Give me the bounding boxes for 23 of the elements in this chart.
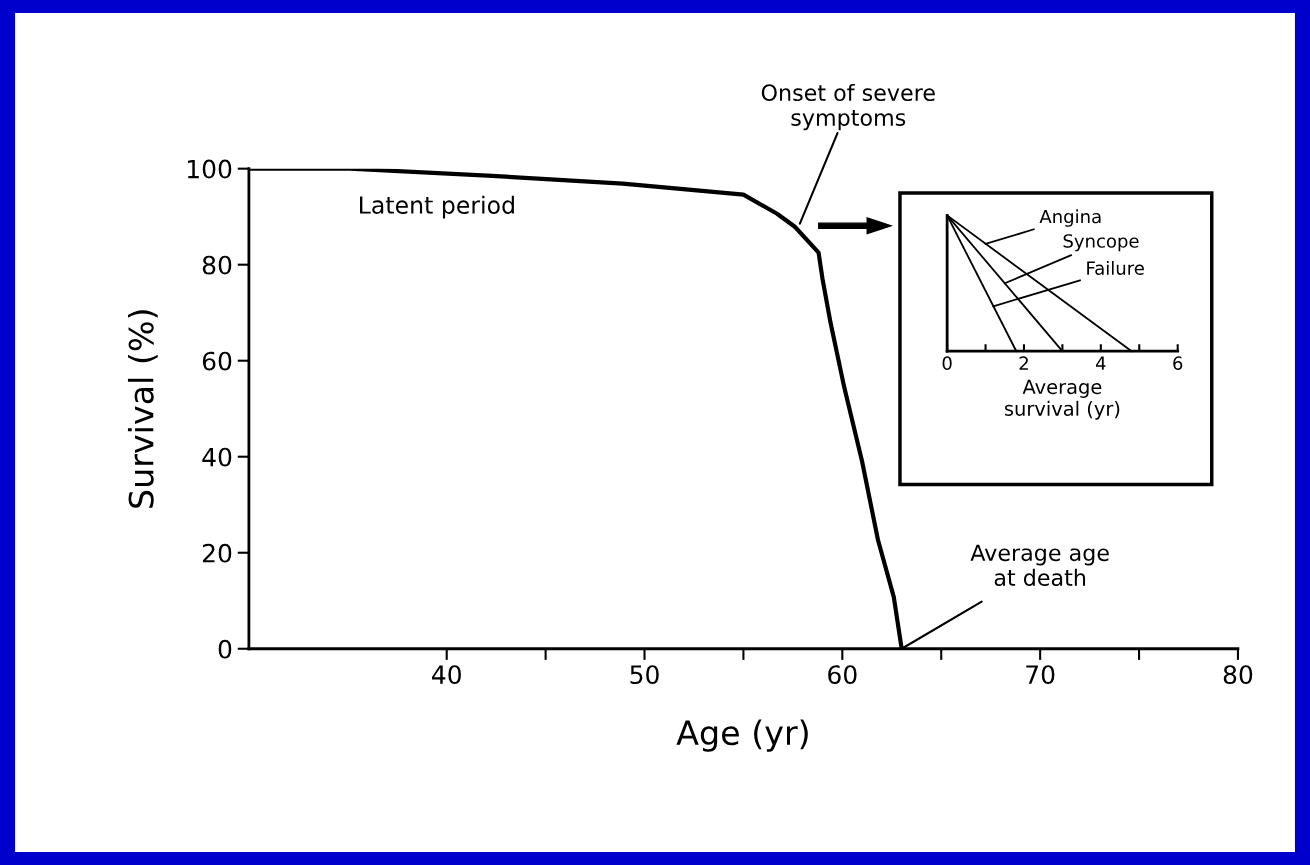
x-tick-label: 40	[432, 665, 461, 685]
x-tick-label: 6	[1173, 356, 1183, 371]
x-tick-label: 50	[630, 665, 659, 685]
y-tick-label: 40	[202, 447, 232, 467]
y-tick-label: 100	[187, 159, 232, 179]
text: Angina	[1039, 209, 1101, 227]
x-tick-label: 4	[1095, 356, 1106, 370]
y-axis-title: Survival (%)	[127, 310, 158, 508]
annotation: Onset of severe symptoms	[761, 83, 935, 131]
annotation: Latent period	[360, 195, 514, 219]
legend-label: Failure	[1087, 260, 1144, 275]
annotation: Average age at death	[970, 544, 1109, 587]
x-tick-label: 80	[1223, 665, 1253, 685]
x-tick-label: 0	[942, 356, 952, 371]
x-tick-label: 2	[1019, 356, 1028, 370]
y-tick-label: 0	[218, 639, 232, 659]
x-tick-label: 70	[1026, 665, 1055, 685]
legend-label: Syncope	[1063, 234, 1139, 252]
x-tick-label: 60	[828, 665, 857, 685]
y-tick-label: 20	[202, 543, 232, 563]
y-tick-label: 80	[202, 255, 232, 275]
x-axis-title: Average survival (yr)	[1004, 379, 1120, 420]
x-axis-title: Age (yr)	[676, 719, 808, 752]
